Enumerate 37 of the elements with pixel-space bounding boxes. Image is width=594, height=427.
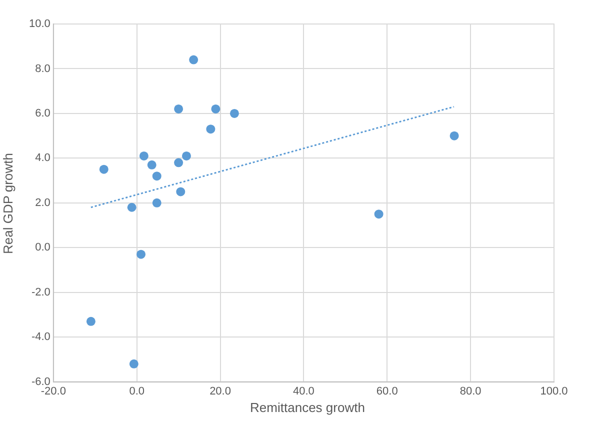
x-tick-label: 60.0	[376, 385, 398, 398]
point	[147, 160, 156, 170]
point	[174, 104, 184, 114]
y-tick-label: 10.0	[28, 18, 50, 30]
point	[374, 210, 384, 219]
x-axis-title: Remittances growth	[249, 400, 366, 415]
y-tick-label: 6.0	[35, 107, 50, 120]
point	[139, 151, 148, 160]
y-tick-label: -6.0	[31, 376, 50, 388]
point	[129, 359, 138, 368]
y-axis-title: Real GDP growth	[0, 152, 16, 256]
point	[152, 198, 162, 208]
point	[211, 104, 220, 114]
x-tick-label: 80.0	[460, 385, 482, 398]
x-tick-label: 40.0	[292, 385, 314, 398]
y-tick-label: -4.0	[31, 331, 50, 344]
point	[176, 187, 186, 196]
point	[450, 131, 459, 140]
y-tick-label: 8.0	[35, 62, 50, 75]
x-tick-label: 20.0	[210, 385, 231, 398]
point	[86, 316, 96, 326]
y-tick-label: -2.0	[31, 286, 50, 298]
point	[182, 151, 191, 160]
x-tick-label: -20.0	[40, 385, 66, 398]
point	[174, 158, 184, 168]
y-tick-label: 2.0	[35, 196, 50, 209]
point	[127, 202, 136, 212]
y-tick-label: 0.0	[35, 242, 50, 254]
point	[136, 250, 146, 259]
point	[206, 124, 216, 134]
x-tick-label: 0.0	[129, 385, 144, 398]
point	[230, 108, 239, 118]
y-tick-label: 4.0	[35, 152, 50, 164]
point	[152, 172, 162, 181]
point	[99, 164, 108, 174]
point	[189, 55, 198, 64]
x-tick-label: 100.0	[540, 385, 568, 398]
